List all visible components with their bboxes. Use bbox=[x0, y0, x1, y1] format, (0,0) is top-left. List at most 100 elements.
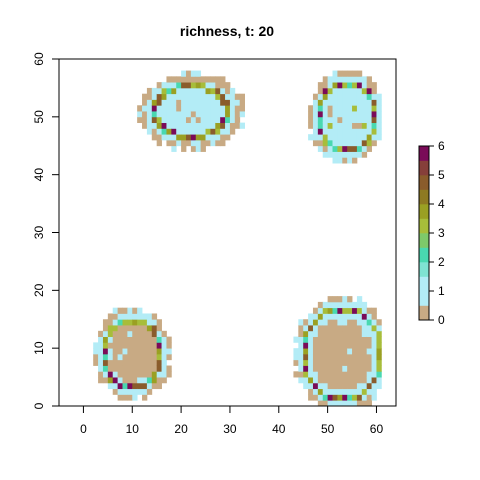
heatmap-cell bbox=[347, 377, 353, 384]
heatmap-cell bbox=[366, 330, 372, 337]
heatmap-cell bbox=[102, 348, 109, 355]
heatmap-cell bbox=[356, 76, 363, 83]
heatmap-cell bbox=[327, 388, 333, 395]
heatmap-cell bbox=[93, 359, 99, 366]
heatmap-cell bbox=[176, 122, 182, 129]
heatmap-cell bbox=[303, 359, 309, 366]
heatmap-cell bbox=[146, 122, 153, 129]
heatmap-cell bbox=[107, 353, 114, 361]
heatmap-cell bbox=[347, 313, 353, 320]
heatmap-cell bbox=[366, 377, 372, 384]
heatmap-cell bbox=[366, 388, 372, 395]
heatmap-cell bbox=[308, 371, 314, 378]
colorbar-bin bbox=[419, 175, 429, 190]
heatmap-cell bbox=[112, 365, 118, 372]
heatmap-cell bbox=[176, 111, 182, 118]
heatmap-cell bbox=[332, 134, 338, 141]
heatmap-cell bbox=[342, 342, 348, 349]
heatmap-cell bbox=[234, 105, 241, 112]
heatmap-cell bbox=[229, 128, 236, 135]
heatmap-cell bbox=[352, 377, 358, 384]
heatmap-cell bbox=[166, 93, 172, 100]
heatmap-cell bbox=[332, 93, 338, 100]
heatmap-cell bbox=[361, 371, 368, 378]
heatmap-cell bbox=[308, 359, 314, 366]
heatmap-cell bbox=[342, 365, 348, 372]
heatmap-cell bbox=[361, 139, 368, 147]
heatmap-cell bbox=[200, 116, 206, 124]
heatmap-cell bbox=[102, 353, 109, 361]
heatmap-cell bbox=[312, 330, 319, 337]
colorbar-bin bbox=[419, 247, 429, 263]
heatmap-cell bbox=[122, 325, 128, 332]
heatmap-cell bbox=[347, 99, 353, 106]
heatmap-cell bbox=[156, 377, 162, 384]
heatmap-cell bbox=[146, 319, 153, 326]
heatmap-cell bbox=[317, 325, 324, 332]
heatmap-cell bbox=[352, 365, 358, 372]
heatmap-cell bbox=[317, 301, 324, 309]
heatmap-cell bbox=[137, 325, 143, 332]
heatmap-cell bbox=[337, 325, 343, 332]
heatmap-cell bbox=[317, 359, 324, 366]
heatmap-cell bbox=[166, 353, 172, 361]
heatmap-cell bbox=[176, 116, 182, 124]
heatmap-cell bbox=[112, 342, 118, 349]
heatmap-cell bbox=[347, 145, 353, 152]
heatmap-cell bbox=[137, 359, 143, 366]
heatmap-cell bbox=[215, 99, 221, 106]
heatmap-cell bbox=[352, 330, 358, 337]
heatmap-cell bbox=[166, 87, 172, 95]
heatmap-cell bbox=[137, 348, 143, 355]
heatmap-cell bbox=[327, 128, 333, 135]
heatmap-cell bbox=[337, 151, 343, 158]
heatmap-cell bbox=[361, 348, 368, 355]
heatmap-cell bbox=[312, 105, 319, 112]
heatmap-cell bbox=[195, 70, 202, 77]
heatmap-cell bbox=[181, 105, 187, 112]
heatmap-cell bbox=[317, 122, 324, 129]
heatmap-cell bbox=[142, 93, 148, 100]
heatmap-cell bbox=[332, 157, 338, 164]
heatmap-cell bbox=[107, 365, 114, 372]
heatmap-cell bbox=[151, 353, 158, 361]
heatmap-cell bbox=[327, 93, 333, 100]
heatmap-cell bbox=[356, 301, 363, 309]
heatmap-cell bbox=[225, 105, 231, 112]
heatmap-cell bbox=[312, 116, 319, 124]
heatmap-cell bbox=[352, 394, 358, 401]
heatmap-cell bbox=[332, 388, 338, 395]
heatmap-cell bbox=[156, 365, 162, 372]
y-tick-label: 60 bbox=[32, 52, 46, 66]
heatmap-cell bbox=[156, 330, 162, 337]
heatmap-cell bbox=[327, 139, 333, 147]
heatmap-cell bbox=[361, 330, 368, 337]
colorbar-bin bbox=[419, 262, 429, 277]
heatmap-cell bbox=[327, 313, 333, 320]
heatmap-cell bbox=[322, 139, 329, 147]
heatmap-cell bbox=[342, 87, 348, 95]
y-axis: 0 10 20 30 40 50 60 bbox=[32, 52, 60, 409]
heatmap-cell bbox=[332, 400, 338, 407]
heatmap-cell bbox=[342, 359, 348, 366]
heatmap-cell bbox=[337, 330, 343, 337]
heatmap-cell bbox=[215, 76, 221, 83]
heatmap-cell bbox=[337, 82, 343, 89]
heatmap-cell bbox=[308, 330, 314, 337]
heatmap-cell bbox=[156, 336, 162, 343]
heatmap-cell bbox=[322, 353, 329, 361]
heatmap-cell bbox=[176, 139, 182, 147]
heatmap-cell bbox=[151, 87, 158, 95]
colorbar-tick-label: 3 bbox=[438, 226, 445, 240]
heatmap-cell bbox=[356, 359, 363, 366]
heatmap-cell bbox=[308, 377, 314, 384]
heatmap-cell bbox=[132, 330, 138, 337]
heatmap-cell bbox=[303, 336, 309, 343]
heatmap-cell bbox=[205, 87, 211, 95]
heatmap-cell bbox=[229, 87, 236, 95]
heatmap-cell bbox=[132, 353, 138, 361]
heatmap-cell bbox=[122, 319, 128, 326]
heatmap-cell bbox=[146, 348, 153, 355]
heatmap-cell bbox=[93, 342, 99, 349]
heatmap-cell bbox=[322, 319, 329, 326]
